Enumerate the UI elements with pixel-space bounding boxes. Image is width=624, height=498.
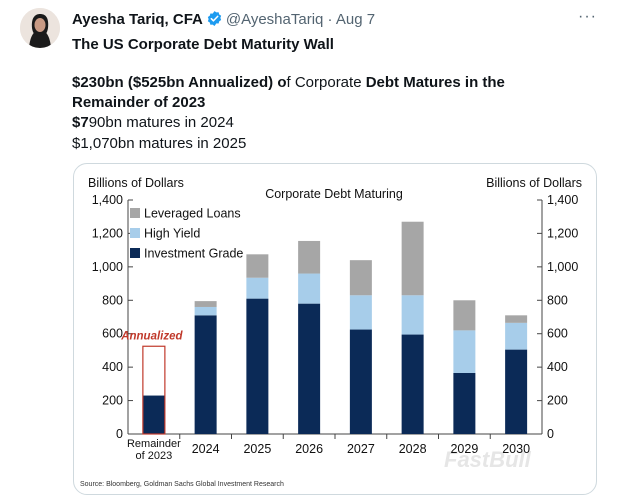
tweet-header: Ayesha Tariq, CFA @AyeshaTariq · Aug 7 <box>72 10 375 28</box>
right-tick-label: 1,200 <box>547 226 578 240</box>
bar-investment-grade <box>349 329 372 434</box>
debt-maturity-chart: Corporate Debt Maturing Billions of Doll… <box>80 176 582 488</box>
x-tick-label: 2024 <box>192 442 220 456</box>
annualized-label: Annualized <box>120 330 183 342</box>
left-axis-label: Billions of Dollars <box>88 176 184 190</box>
legend-label: Leveraged Loans <box>144 207 241 221</box>
right-tick-label: 1,400 <box>547 193 578 207</box>
avatar[interactable] <box>20 8 60 48</box>
line1-bold-b: Debt Matures in the <box>365 74 505 91</box>
bar-leveraged-loans <box>401 221 424 296</box>
x-tick-label: 2029 <box>450 442 478 456</box>
bar-high-yield <box>298 273 321 304</box>
chart-image-card[interactable]: Corporate Debt Maturing Billions of Doll… <box>73 163 597 495</box>
right-axis-label: Billions of Dollars <box>486 176 582 190</box>
right-tick-label: 1,000 <box>547 260 578 274</box>
bar-investment-grade <box>298 303 321 434</box>
avatar-image <box>20 8 60 48</box>
left-tick-label: 200 <box>102 394 123 408</box>
x-tick-label: 2026 <box>295 442 323 456</box>
line1-normal-a: f Corporate <box>286 74 366 91</box>
bar-high-yield <box>194 306 217 316</box>
bar-investment-grade <box>246 298 269 434</box>
author-name[interactable]: Ayesha Tariq, CFA <box>72 11 203 28</box>
bar-investment-grade <box>401 334 424 434</box>
left-tick-label: 600 <box>102 327 123 341</box>
bar-high-yield <box>349 295 372 330</box>
bar-high-yield <box>505 322 528 350</box>
x-tick-label: Remainder <box>127 438 181 450</box>
left-tick-label: 1,400 <box>92 193 123 207</box>
bar-leveraged-loans <box>298 240 321 274</box>
bar-investment-grade <box>194 315 217 434</box>
header-separator: · <box>327 11 333 28</box>
legend-label: Investment Grade <box>144 247 243 261</box>
tweet-line-4: $1,070bn matures in 2025 <box>72 135 247 152</box>
bar-investment-grade <box>453 372 476 434</box>
x-tick-label: 2028 <box>399 442 427 456</box>
chart-title: Corporate Debt Maturing <box>265 187 403 201</box>
tweet-line-1: $230bn ($525bn Annualized) of Corporate … <box>72 74 505 91</box>
tweet-title: The US Corporate Debt Maturity Wall <box>72 36 334 53</box>
x-tick-label: 2027 <box>347 442 375 456</box>
left-tick-label: 1,200 <box>92 226 123 240</box>
source-note: Source: Bloomberg, Goldman Sachs Global … <box>80 481 284 488</box>
more-options-icon[interactable]: ··· <box>578 8 597 25</box>
x-tick-label: 2025 <box>243 442 271 456</box>
bar-leveraged-loans <box>453 300 476 331</box>
author-handle[interactable]: @AyeshaTariq <box>225 11 324 28</box>
right-tick-label: 200 <box>547 394 568 408</box>
right-tick-label: 600 <box>547 327 568 341</box>
tweet-date[interactable]: Aug 7 <box>335 11 376 28</box>
bar-high-yield <box>453 330 476 373</box>
bar-high-yield <box>401 295 424 335</box>
x-tick-label: of 2023 <box>136 450 173 462</box>
verified-badge-icon <box>207 11 222 26</box>
bar-leveraged-loans <box>349 260 372 296</box>
watermark: FastBull <box>444 447 532 472</box>
bar-leveraged-loans <box>505 315 528 323</box>
legend-label: High Yield <box>144 227 200 241</box>
bar-investment-grade <box>505 349 528 434</box>
annualized-outline-bar <box>142 345 166 435</box>
bar-leveraged-loans <box>246 254 269 278</box>
bar-high-yield <box>246 277 269 299</box>
legend-swatch <box>130 248 140 258</box>
line1-bold-a: $230bn ($525bn Annualized) o <box>72 74 287 91</box>
x-tick-label: 2030 <box>502 442 530 456</box>
left-tick-label: 400 <box>102 360 123 374</box>
line3-bold: $7 <box>72 114 89 131</box>
legend-swatch <box>130 208 140 218</box>
left-tick-label: 0 <box>116 427 123 441</box>
right-tick-label: 400 <box>547 360 568 374</box>
left-tick-label: 800 <box>102 293 123 307</box>
legend-swatch <box>130 228 140 238</box>
right-tick-label: 800 <box>547 293 568 307</box>
tweet-line-3: $790bn matures in 2024 <box>72 114 234 131</box>
bar-leveraged-loans <box>194 301 217 307</box>
line3-normal: 90bn matures in 2024 <box>88 114 234 131</box>
right-tick-label: 0 <box>547 427 554 441</box>
bar-investment-grade <box>142 395 165 434</box>
left-tick-label: 1,000 <box>92 260 123 274</box>
tweet-line-2: Remainder of 2023 <box>72 94 206 111</box>
